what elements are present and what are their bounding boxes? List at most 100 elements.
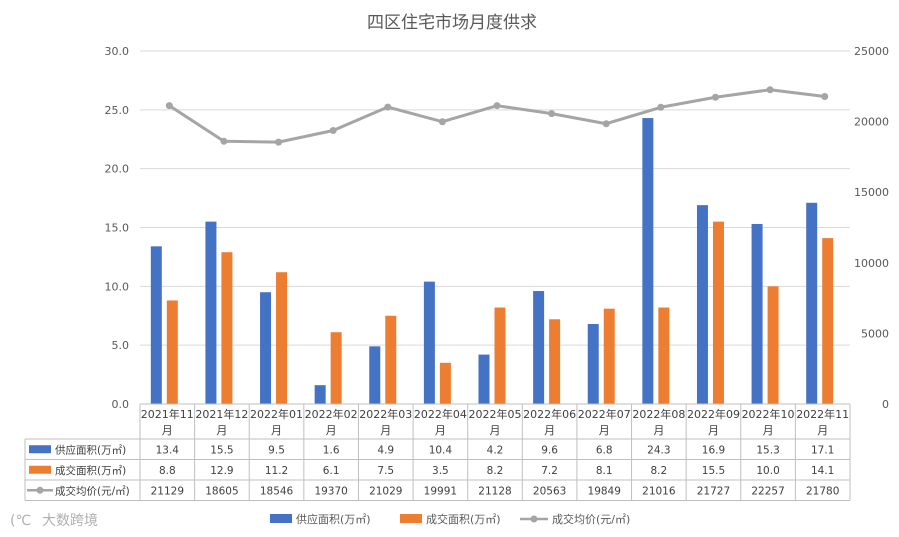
left-tick-label: 25.0 xyxy=(105,104,130,117)
table-cell: 24.3 xyxy=(647,444,670,456)
table-cell: 20563 xyxy=(533,485,566,497)
price-point xyxy=(220,137,228,145)
table-cell: 21128 xyxy=(478,485,511,497)
bar-supply xyxy=(205,221,217,404)
price-line xyxy=(165,86,829,146)
table-cell: 8.2 xyxy=(650,465,667,477)
table-cell: 21029 xyxy=(369,485,402,497)
category-label-suffix: 月 xyxy=(271,424,282,437)
category-label-suffix: 月 xyxy=(162,424,173,437)
left-tick-label: 30.0 xyxy=(105,45,130,58)
legend-label: 成交面积(万㎡) xyxy=(426,512,501,526)
table-cell: 10.0 xyxy=(756,465,779,477)
right-tick-label: 20000 xyxy=(854,116,889,129)
right-tick-label: 15000 xyxy=(854,186,889,199)
table-cell: 18605 xyxy=(205,485,238,497)
price-point xyxy=(165,102,173,110)
price-point xyxy=(821,92,829,100)
category-label-suffix: 月 xyxy=(599,424,610,437)
right-tick-label: 5000 xyxy=(861,327,889,340)
legend-key xyxy=(400,514,422,523)
right-tick-label: 0 xyxy=(882,398,889,411)
category-label: 2022年09 xyxy=(687,407,740,421)
category-label-suffix: 月 xyxy=(763,424,774,437)
bar-deal xyxy=(494,307,506,404)
bar-supply xyxy=(150,246,162,404)
legend-marker xyxy=(530,515,538,523)
bars xyxy=(150,118,834,404)
price-point xyxy=(384,103,392,111)
table-cell: 8.8 xyxy=(159,465,176,477)
bar-deal xyxy=(439,362,451,404)
table-cell: 21016 xyxy=(642,485,676,497)
bar-supply xyxy=(369,346,381,404)
left-tick-label: 15.0 xyxy=(105,222,130,235)
category-label: 2022年08 xyxy=(632,407,685,421)
table-cell: 16.9 xyxy=(702,444,725,456)
left-tick-label: 20.0 xyxy=(105,163,130,176)
category-label-suffix: 月 xyxy=(380,424,391,437)
bar-supply xyxy=(696,205,708,404)
bar-deal xyxy=(767,286,779,404)
table-cell: 12.9 xyxy=(210,465,233,477)
table-cell: 15.3 xyxy=(756,444,779,456)
category-label: 2022年04 xyxy=(414,407,467,421)
bar-deal xyxy=(276,272,288,404)
left-tick-label: 10.0 xyxy=(105,280,130,293)
table-cell: 15.5 xyxy=(210,444,233,456)
table-cell: 9.6 xyxy=(541,444,558,456)
category-label-suffix: 月 xyxy=(435,424,446,437)
table-cell: 18546 xyxy=(260,485,294,497)
category-label: 2022年02 xyxy=(305,407,358,421)
bar-supply xyxy=(642,118,654,404)
watermark-text: 大数跨境 xyxy=(42,513,98,529)
table-cell: 17.1 xyxy=(811,444,834,456)
table-cell: 10.4 xyxy=(429,444,453,456)
category-label: 2022年01 xyxy=(250,407,303,421)
table-cell: 7.5 xyxy=(377,465,394,477)
price-point xyxy=(493,102,501,110)
bar-deal xyxy=(549,319,561,404)
category-label-suffix: 月 xyxy=(216,424,227,437)
price-point xyxy=(329,126,337,134)
category-label: 2022年06 xyxy=(523,407,576,421)
table-cell: 15.5 xyxy=(702,465,725,477)
table-cell: 13.4 xyxy=(156,444,180,456)
bar-supply xyxy=(314,385,326,404)
table-cell: 1.6 xyxy=(323,444,340,456)
bar-supply xyxy=(587,323,599,404)
bar-deal xyxy=(166,300,178,404)
price-point xyxy=(548,110,556,118)
table-legend-key xyxy=(29,445,51,454)
category-label: 2022年07 xyxy=(578,407,631,421)
table-cell: 8.2 xyxy=(487,465,504,477)
table-cell: 7.2 xyxy=(541,465,558,477)
gridlines xyxy=(140,50,850,405)
table-cell: 9.5 xyxy=(268,444,285,456)
right-tick-label: 10000 xyxy=(854,257,889,270)
watermark: (℃ 大数跨境 xyxy=(10,513,98,529)
bar-deal xyxy=(822,238,834,404)
price-point xyxy=(657,103,665,111)
table-series-name: 成交面积(万㎡) xyxy=(55,464,126,477)
category-label: 2022年05 xyxy=(469,407,522,421)
category-label: 2022年11 xyxy=(796,407,849,421)
table-cell: 14.1 xyxy=(811,465,834,477)
bar-supply xyxy=(751,223,763,404)
category-label-suffix: 月 xyxy=(326,424,337,437)
table-cell: 4.2 xyxy=(487,444,504,456)
table-cell: 22257 xyxy=(751,485,784,497)
bar-deal xyxy=(658,307,670,404)
bar-deal xyxy=(221,252,233,404)
price-point xyxy=(602,120,610,128)
table-cell: 21780 xyxy=(806,485,839,497)
bar-supply xyxy=(478,354,490,404)
bar-deal xyxy=(712,221,724,404)
table-cell: 21727 xyxy=(697,485,730,497)
category-label: 2021年12 xyxy=(195,407,248,421)
right-tick-label: 25000 xyxy=(854,45,889,58)
table-cell: 4.9 xyxy=(377,444,394,456)
table-cell: 6.8 xyxy=(596,444,613,456)
legend-label: 成交均价(元/㎡) xyxy=(552,512,630,526)
